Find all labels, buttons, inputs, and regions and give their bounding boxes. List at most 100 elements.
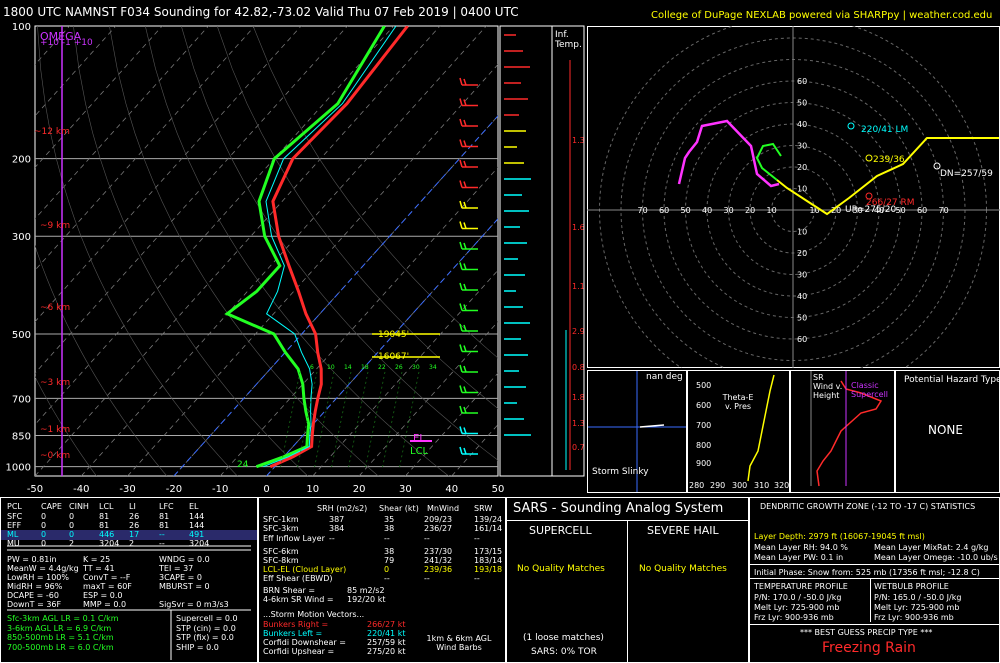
wind-barb-flag — [463, 201, 467, 209]
isotherm — [35, 26, 117, 117]
hodo-vtick: 50 — [797, 314, 807, 323]
table-cell: 81 — [99, 512, 110, 521]
isotherm — [358, 321, 498, 476]
table-cell: 173/15 — [474, 547, 503, 556]
wind-barb-flag — [459, 221, 463, 229]
indices-col2: K = 25 TT = 41 ConvT = --F maxT = 60F ESP = … — [83, 555, 132, 609]
wind-barb-flag — [463, 140, 467, 147]
kin-header: Shear (kt) — [379, 504, 419, 513]
skewt-frame — [34, 25, 499, 477]
table-cell: 183/14 — [474, 556, 503, 565]
wind-barb-flag — [463, 119, 467, 127]
dgz-layer-depth: Layer Depth: 2979 ft (16067-19045 ft msl… — [754, 532, 925, 541]
dgz-pw: Mean Layer PW: 0.1 in — [754, 553, 844, 562]
wind-barb-flag — [459, 405, 463, 414]
hodo-utick: 10 — [810, 206, 820, 215]
wind-barb-flag — [459, 180, 463, 188]
theta-xtick: 280 — [689, 481, 705, 490]
table-cell: 0 — [69, 521, 75, 530]
sr-wind-label: SR Wind v. Height — [813, 373, 843, 400]
mixing-ratio-line — [279, 371, 301, 471]
dry-adiabat — [252, 26, 498, 359]
table-cell: ML — [7, 530, 19, 539]
hodograph-low-trace — [755, 142, 782, 181]
table-cell: -- — [424, 574, 430, 583]
theta-ytick: 600 — [696, 401, 712, 410]
hodo-vtick: 30 — [797, 271, 807, 280]
table-cell: 26 — [129, 512, 140, 521]
table-cell: 0 — [41, 530, 47, 539]
parcel-row: MU 0 2 3204 2 -- 3204 — [1, 539, 257, 549]
mixing-ratio-line — [296, 371, 318, 471]
table-cell: 26 — [129, 521, 140, 530]
lapse-rates: Sfc-3km AGL LR = 0.1 C/km 3-6km AGL LR = … — [7, 614, 119, 652]
table-cell: 81 — [99, 521, 110, 530]
temp-tick: -10 — [212, 484, 228, 495]
table-cell: 491 — [189, 530, 205, 539]
hodo-vtick: 40 — [797, 292, 807, 301]
kinematic-row: SFC-8km 79 241/32 183/14 — [259, 556, 505, 566]
hodo-utick: 20 — [831, 206, 841, 215]
mixing-ratio-line — [347, 371, 369, 471]
dgz-rh: Mean Layer RH: 94.0 % — [754, 543, 848, 552]
mixing-ratio-label: 26 — [395, 364, 403, 371]
isotherm — [35, 26, 163, 168]
hodo-vtick: 50 — [797, 99, 807, 108]
credit-text: College of DuPage NEXLAB powered via SHA… — [651, 10, 993, 21]
table-cell: SFC-3km — [263, 524, 299, 533]
lcl-label: LCL — [410, 446, 429, 457]
table-cell: -- — [159, 530, 165, 539]
sars-supercell-match: No Quality Matches — [517, 564, 605, 574]
height-label-6km: ~6 km — [40, 303, 71, 313]
wb-melt: Melt Lyr: 725-900 mb — [874, 603, 960, 612]
wetbulb-profile-title: WETBULB PROFILE — [874, 582, 949, 591]
table-cell: Corfidi Upshear = — [263, 647, 335, 656]
inf-temp-value: 0.8 — [572, 363, 585, 372]
height-label-9km: ~9 km — [40, 221, 71, 231]
dgz-omega: Mean Layer Omega: -10.0 ub/s — [874, 553, 998, 562]
table-cell: CAPE — [41, 502, 62, 511]
table-cell: 3204 — [189, 539, 210, 548]
sars-hail: SEVERE HAIL — [647, 524, 719, 537]
hodo-vtick: 60 — [797, 77, 807, 86]
hodo-up-label: UP=275/20 — [845, 205, 897, 215]
kinematic-row: SFC-1km 387 35 209/23 139/24 — [259, 515, 505, 525]
table-cell: 38 — [384, 547, 395, 556]
hodo-vtick: 20 — [797, 249, 807, 258]
hodo-utick: 50 — [896, 206, 906, 215]
inf-temp-value: 1.3 — [572, 419, 585, 428]
table-cell: 2 — [69, 539, 75, 548]
hodo-utick: 40 — [874, 206, 884, 215]
wind-barb-flag — [463, 160, 467, 168]
mixing-ratio-label: 10 — [327, 364, 335, 371]
mixing-ratio-line — [330, 371, 352, 471]
wind-barb-flag — [463, 263, 467, 270]
table-cell: 79 — [384, 556, 395, 565]
sars-loose: (1 loose matches) — [523, 633, 604, 643]
table-cell: 144 — [189, 512, 205, 521]
el-label: EL — [413, 433, 425, 444]
sars-supercell: SUPERCELL — [529, 524, 592, 537]
wind-barb-flag — [459, 344, 463, 352]
table-cell: 275/20 kt — [367, 647, 406, 656]
dry-adiabat — [73, 26, 308, 476]
thermo-panel: PCL CAPE CINH LCL LI LFC EL SFC 0 0 81 26 81 144 EFF 0 0… — [0, 497, 258, 663]
pressure-tick: 300 — [12, 232, 31, 243]
pressure-tick: 500 — [12, 330, 31, 341]
height-label-3km: ~3 km — [40, 378, 71, 388]
hodograph-rings — [587, 26, 1000, 368]
table-cell: 387 — [329, 515, 345, 524]
hodo-lm-label: 220/41 LM — [861, 125, 909, 135]
mixing-ratio-label: 6 — [310, 364, 314, 371]
wind-barb-flag — [459, 364, 463, 373]
theta-xtick: 320 — [774, 481, 790, 490]
table-cell: 144 — [189, 521, 205, 530]
inf-temp-label: Inf. Temp. — [555, 30, 582, 50]
mixing-ratio-line — [398, 371, 420, 471]
table-cell: LCL — [99, 502, 114, 511]
sars-tor: SARS: 0% TOR — [531, 647, 597, 657]
table-cell: 257/59 kt — [367, 638, 406, 647]
dry-adiabat — [35, 376, 97, 476]
sounding-title: 1800 UTC NAMNST F034 Sounding for 42.82,… — [3, 5, 519, 19]
hodo-utick: 70 — [939, 206, 949, 215]
